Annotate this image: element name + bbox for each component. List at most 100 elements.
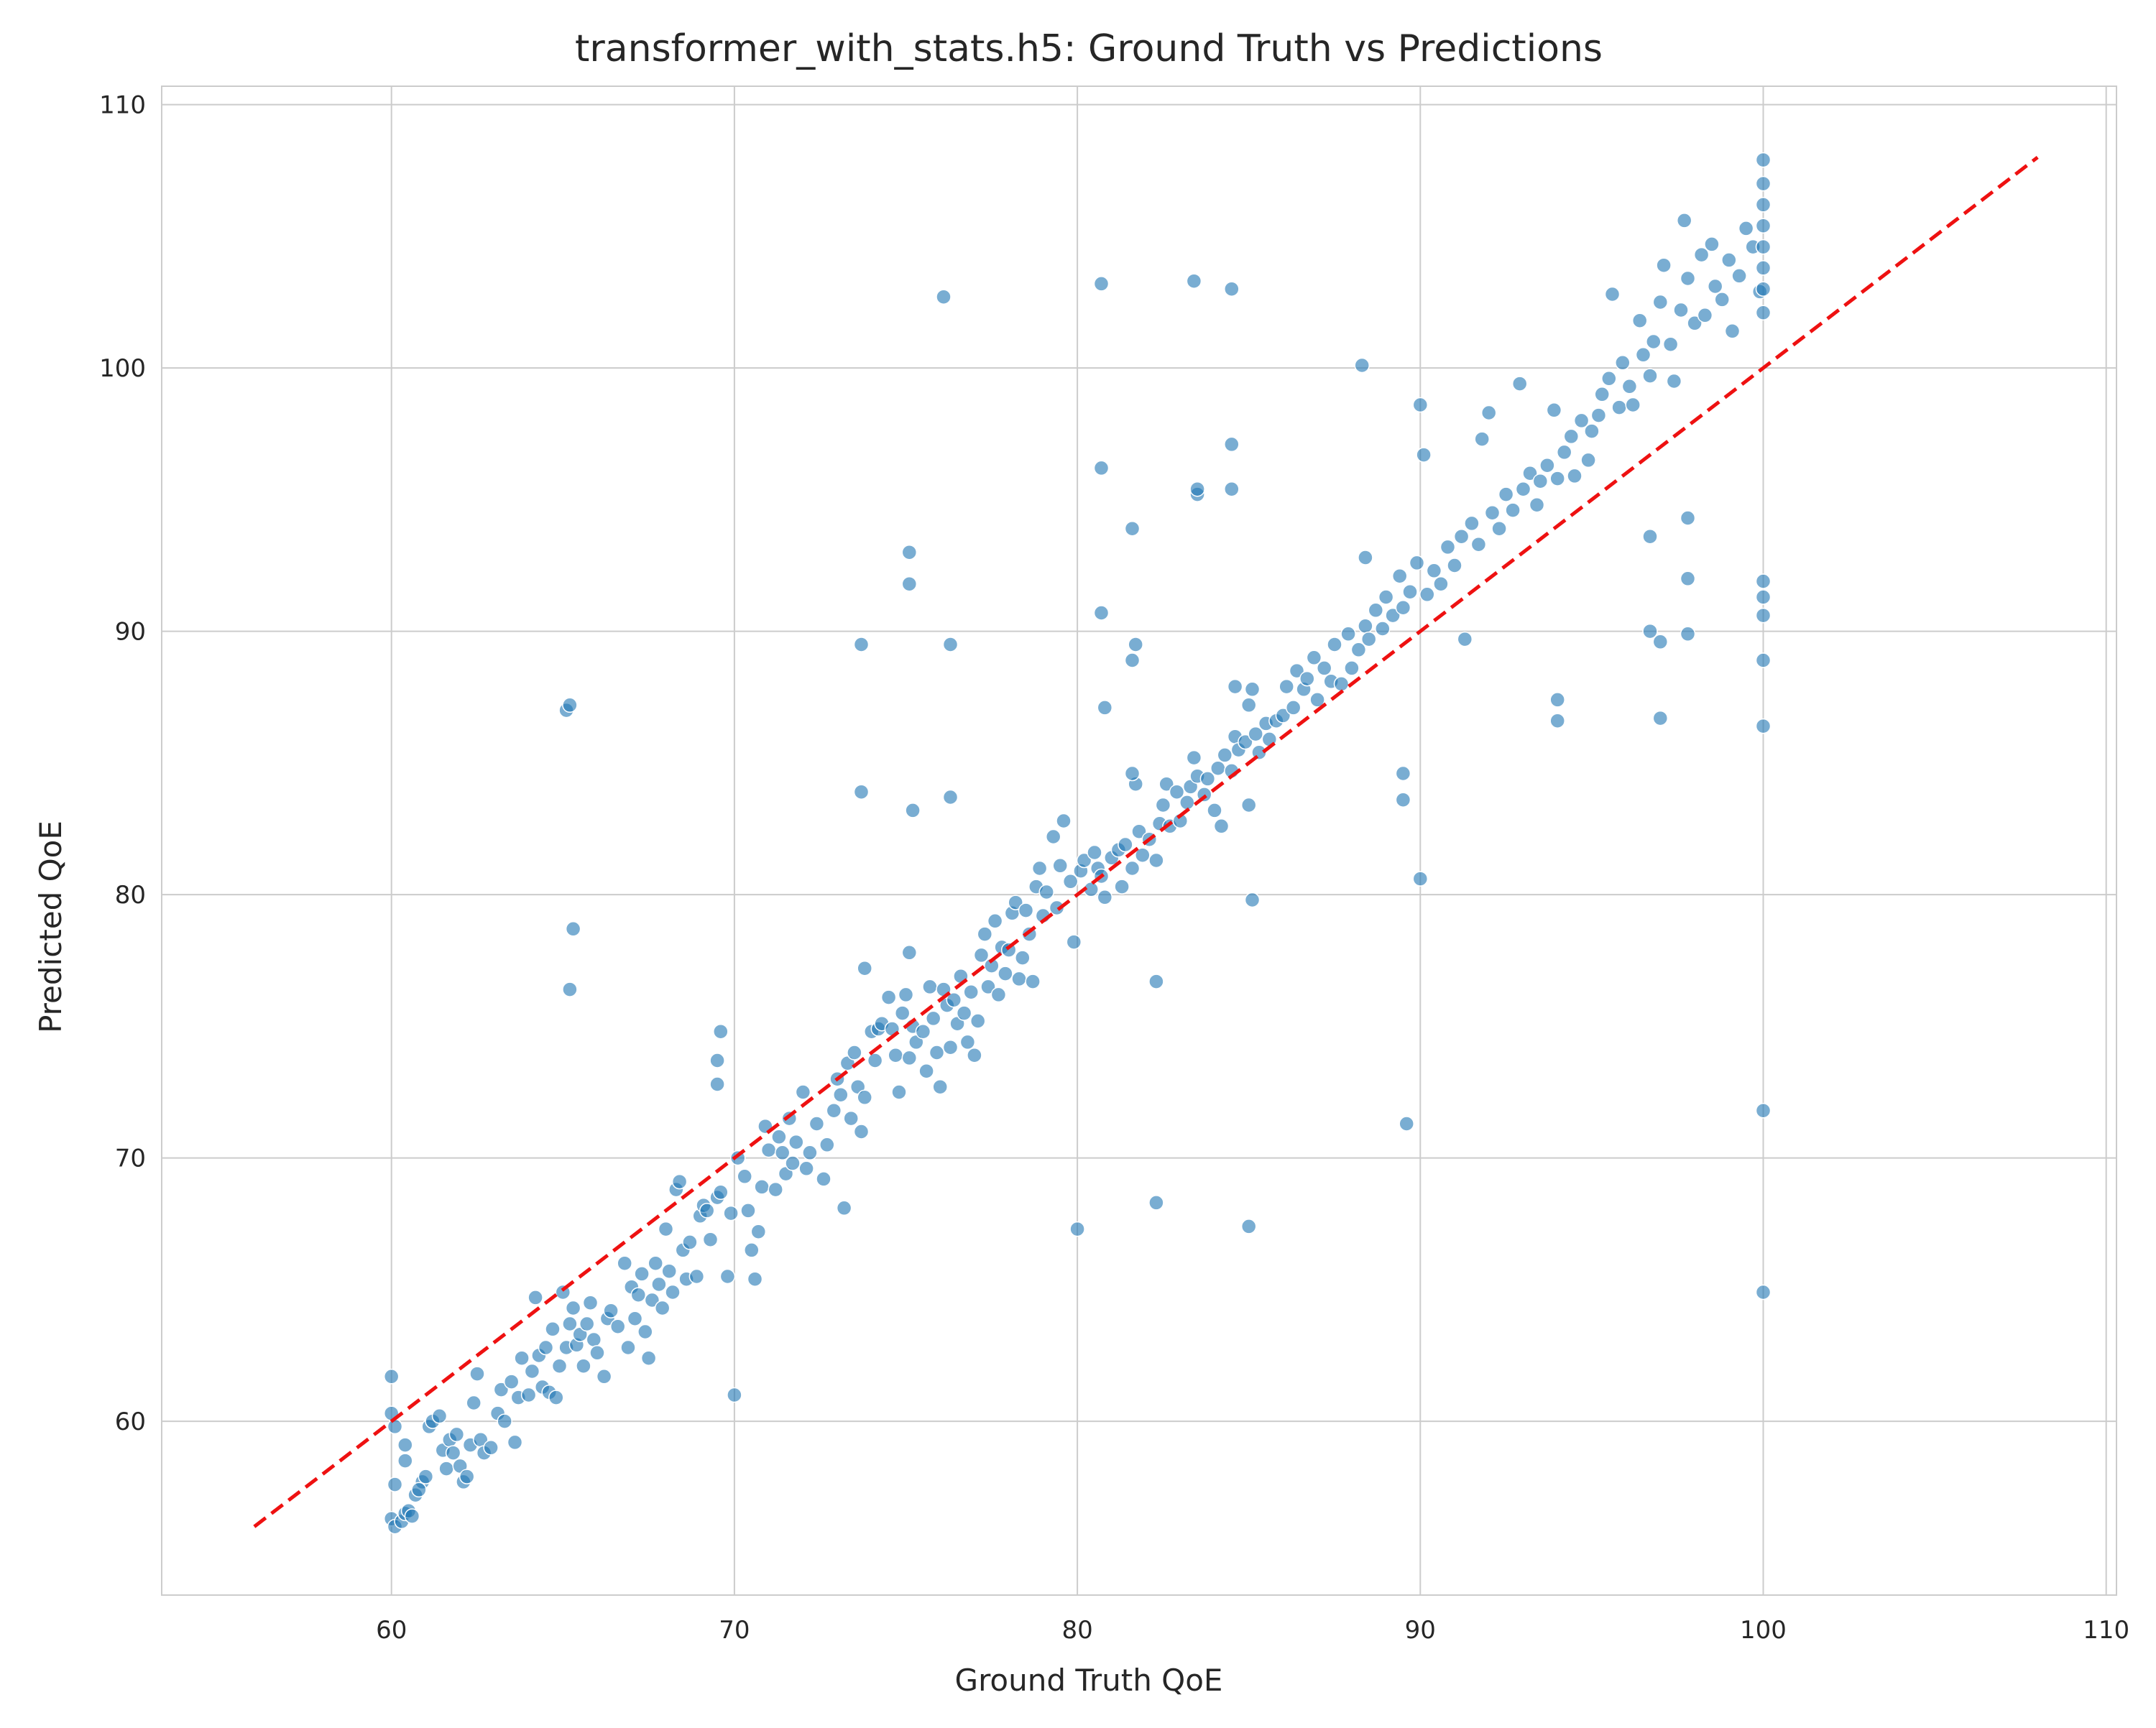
data-point	[609, 1318, 626, 1334]
data-point	[1179, 795, 1195, 810]
data-point	[888, 1047, 903, 1063]
data-point	[973, 947, 990, 964]
data-point	[1076, 852, 1092, 869]
data-point	[1097, 700, 1113, 716]
data-point	[808, 1116, 825, 1132]
data-point	[1240, 1219, 1257, 1234]
data-point	[1213, 818, 1230, 834]
data-point	[853, 1124, 870, 1140]
data-point	[562, 1316, 578, 1332]
data-point	[1680, 510, 1696, 526]
data-point	[483, 1440, 499, 1456]
data-point	[1248, 726, 1263, 742]
data-point	[1093, 605, 1110, 621]
data-point	[1309, 692, 1325, 708]
data-point	[497, 1413, 512, 1429]
data-point	[1567, 468, 1583, 484]
data-point	[1011, 971, 1027, 987]
data-point	[1135, 847, 1151, 863]
data-point	[565, 1300, 581, 1316]
data-point	[1604, 286, 1621, 302]
data-point	[665, 1284, 681, 1300]
data-point	[915, 1023, 931, 1040]
data-point	[589, 1345, 605, 1361]
data-point	[1186, 749, 1202, 766]
data-point	[1697, 308, 1713, 323]
data-point	[1378, 589, 1394, 605]
data-point	[709, 1076, 725, 1092]
data-point	[1049, 900, 1065, 916]
data-point	[1580, 452, 1596, 468]
data-point	[1707, 278, 1723, 295]
data-point	[740, 1203, 756, 1219]
data-point	[1416, 447, 1432, 463]
data-point	[905, 803, 921, 818]
data-point	[1474, 431, 1490, 447]
data-point	[538, 1339, 554, 1356]
data-point	[1680, 270, 1696, 287]
data-point	[1498, 486, 1514, 502]
data-point	[1227, 678, 1243, 695]
data-point	[1755, 1102, 1772, 1119]
data-point	[798, 1160, 814, 1177]
data-point	[1532, 473, 1549, 489]
data-point	[1590, 407, 1607, 423]
y-tick-label: 60	[115, 1408, 146, 1436]
y-tick-label: 90	[115, 618, 146, 647]
data-point	[1093, 460, 1110, 476]
data-point	[1549, 692, 1565, 708]
data-point	[1680, 626, 1696, 642]
data-point	[1755, 175, 1772, 192]
data-point	[383, 1369, 400, 1385]
data-point	[387, 1418, 403, 1435]
data-point	[1148, 1195, 1164, 1211]
data-point	[785, 1155, 801, 1171]
data-point	[754, 1179, 770, 1195]
data-point	[795, 1084, 811, 1100]
data-point	[1484, 504, 1501, 521]
x-tick-label: 110	[2083, 1616, 2129, 1645]
data-point	[719, 1268, 736, 1285]
data-point	[1529, 496, 1545, 513]
x-tick-label: 100	[1740, 1616, 1787, 1645]
data-point	[644, 1292, 660, 1308]
data-point	[1391, 568, 1408, 584]
data-point	[503, 1374, 520, 1390]
y-tick-label: 70	[115, 1145, 146, 1173]
data-point	[1244, 892, 1261, 908]
data-point	[867, 1053, 883, 1068]
data-point	[579, 1316, 595, 1332]
data-point	[1505, 502, 1521, 518]
data-point	[942, 789, 959, 805]
data-point	[1155, 797, 1171, 813]
data-point	[1755, 607, 1772, 624]
data-point	[620, 1339, 636, 1356]
data-point	[1666, 373, 1682, 389]
data-point	[1439, 539, 1456, 555]
data-point	[1470, 536, 1487, 553]
data-point	[1244, 681, 1261, 698]
reference-line	[253, 155, 2039, 1528]
data-point	[1584, 423, 1600, 439]
data-point	[1275, 708, 1291, 724]
data-point	[760, 1142, 777, 1158]
data-point	[1615, 355, 1631, 371]
data-point	[1453, 528, 1470, 545]
data-point	[1731, 268, 1747, 284]
data-point	[1395, 765, 1411, 782]
data-point	[1755, 197, 1772, 213]
data-point	[1056, 813, 1072, 829]
data-point	[969, 1013, 986, 1029]
data-point	[551, 1358, 568, 1374]
chart-title: transformer_with_stats.h5: Ground Truth …	[575, 27, 1603, 70]
data-point	[750, 1224, 767, 1239]
data-point	[1097, 890, 1113, 905]
data-point	[640, 1350, 657, 1366]
data-point	[998, 966, 1013, 981]
data-point	[826, 1102, 842, 1119]
data-point	[507, 1434, 523, 1451]
data-point	[1210, 760, 1226, 776]
data-point	[929, 1045, 945, 1061]
